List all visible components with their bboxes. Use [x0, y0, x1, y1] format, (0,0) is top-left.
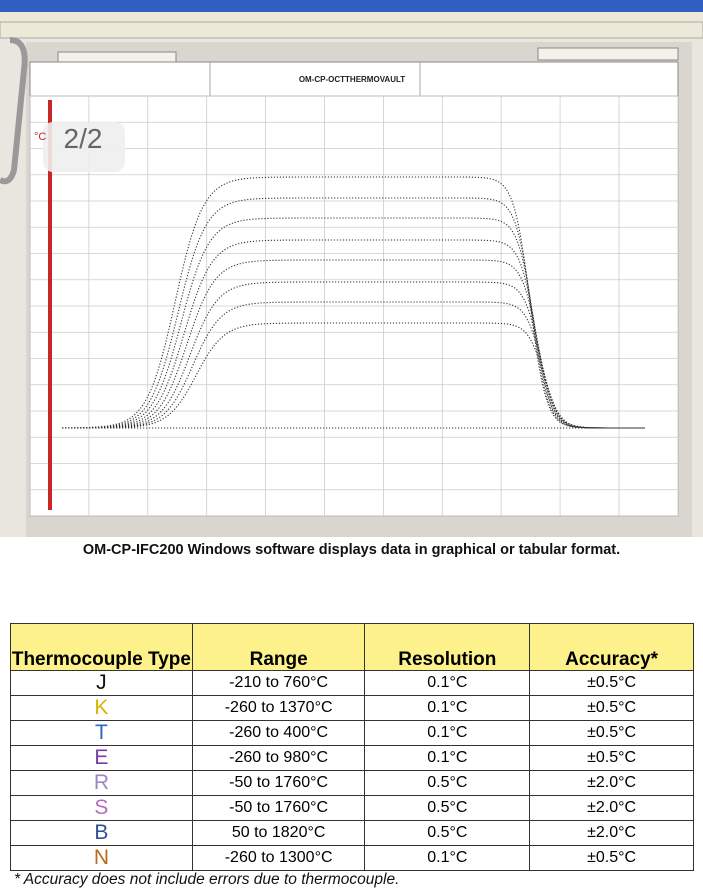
- header-cell: Thermocouple Type: [10, 623, 193, 671]
- table-cell: -260 to 980°C: [191, 745, 366, 771]
- type-cell: T: [10, 720, 193, 746]
- table-cell: ±0.5°C: [529, 845, 694, 871]
- table-cell: 0.5°C: [364, 820, 531, 846]
- spec-table: Thermocouple Type Range Resolution Accuracy…: [10, 623, 694, 871]
- table-cell: ±2.0°C: [529, 795, 694, 821]
- table-row: J -210 to 760°C 0.1°C ±0.5°C: [10, 670, 694, 696]
- table-cell: ±0.5°C: [529, 745, 694, 771]
- footnote: * Accuracy does not include errors due t…: [14, 871, 400, 888]
- table-cell: 0.1°C: [364, 695, 531, 721]
- table-cell: 0.5°C: [364, 770, 531, 796]
- header-cell: Accuracy*: [529, 623, 694, 671]
- table-cell: 50 to 1820°C: [191, 820, 366, 846]
- table-cell: ±2.0°C: [529, 770, 694, 796]
- unit-label: °C: [34, 131, 46, 143]
- type-cell: E: [10, 745, 193, 771]
- table-row: T -260 to 400°C 0.1°C ±0.5°C: [10, 720, 694, 746]
- page-indicator: 2/2: [64, 123, 103, 154]
- table-row: N -260 to 1300°C 0.1°C ±0.5°C: [10, 845, 694, 871]
- table-row: K -260 to 1370°C 0.1°C ±0.5°C: [10, 695, 694, 721]
- table-cell: ±0.5°C: [529, 720, 694, 746]
- table-cell: -260 to 1370°C: [191, 695, 366, 721]
- type-cell: K: [10, 695, 193, 721]
- type-cell: N: [10, 845, 193, 871]
- table-row: B 50 to 1820°C 0.5°C ±2.0°C: [10, 820, 694, 846]
- table-cell: 0.1°C: [364, 670, 531, 696]
- type-cell: B: [10, 820, 193, 846]
- table-cell: ±0.5°C: [529, 695, 694, 721]
- table-row: S -50 to 1760°C 0.5°C ±2.0°C: [10, 795, 694, 821]
- table-cell: -50 to 1760°C: [191, 795, 366, 821]
- table-cell: 0.1°C: [364, 720, 531, 746]
- table-row: E -260 to 980°C 0.1°C ±0.5°C: [10, 745, 694, 771]
- table-cell: -210 to 760°C: [191, 670, 366, 696]
- table-cell: 0.1°C: [364, 845, 531, 871]
- software-screenshot: OM-CP-OCTTHERMOVAULT 2/2 °C: [0, 0, 703, 537]
- header-cell: Resolution: [364, 623, 531, 671]
- table-cell: ±2.0°C: [529, 820, 694, 846]
- type-cell: S: [10, 795, 193, 821]
- header-cell: Range: [191, 623, 366, 671]
- type-cell: R: [10, 770, 193, 796]
- device-title: OM-CP-OCTTHERMOVAULT: [299, 75, 405, 84]
- table-cell: 0.5°C: [364, 795, 531, 821]
- table-cell: -260 to 1300°C: [191, 845, 366, 871]
- table-cell: ±0.5°C: [529, 670, 694, 696]
- table-cell: -50 to 1760°C: [191, 770, 366, 796]
- caption: OM-CP-IFC200 Windows software displays d…: [82, 542, 621, 558]
- table-cell: -260 to 400°C: [191, 720, 366, 746]
- type-cell: J: [10, 670, 193, 696]
- table-cell: 0.1°C: [364, 745, 531, 771]
- table-row: R -50 to 1760°C 0.5°C ±2.0°C: [10, 770, 694, 796]
